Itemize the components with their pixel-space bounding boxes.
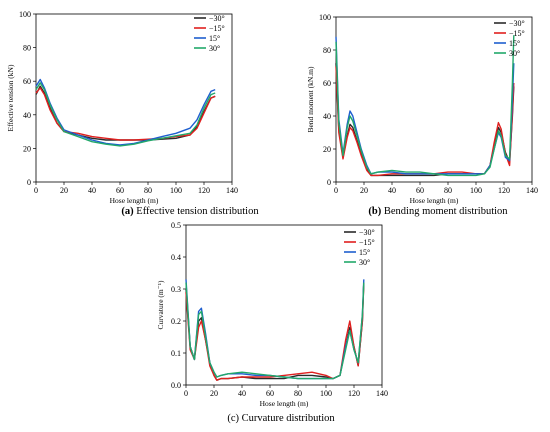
legend-label: −30° [209,14,225,23]
series-line-pos30 [335,35,515,177]
y-tick-label: 80 [323,46,331,55]
y-tick-label: 100 [319,13,331,22]
x-tick-label: 140 [526,186,538,195]
y-axis-title: Effective tension (kN) [6,64,15,131]
legend-label: 30° [509,49,520,58]
caption-text: Effective tension distribution [134,206,260,217]
x-tick-label: 60 [266,389,274,398]
x-tick-label: 20 [360,186,368,195]
y-axis-title: Bend moment (kN.m) [306,66,315,133]
plot-frame [35,13,233,183]
x-tick-label: 100 [320,389,332,398]
legend-label: −15° [359,238,375,247]
series-line-neg15 [35,87,216,141]
y-tick-label: 20 [23,144,31,153]
x-tick-label: 80 [444,186,452,195]
y-tick-label: 0 [27,178,31,187]
legend-label: 15° [209,34,220,43]
y-tick-label: 0.2 [171,317,181,326]
y-tick-label: 100 [19,10,31,19]
x-tick-label: 100 [470,186,482,195]
x-tick-label: 120 [498,186,510,195]
x-tick-label: 140 [226,186,238,195]
y-tick-label: 0.5 [171,221,181,230]
y-tick-label: 0.1 [171,349,181,358]
chart-panel-2: 0 20 40 60 80 100 120 140 0 20 40 60 80 100 Hose lengt… [306,13,538,205]
y-tick-label: 0.3 [171,285,181,294]
x-tick-label: 140 [376,389,388,398]
x-tick-label: 80 [144,186,152,195]
legend-label: 15° [509,39,520,48]
x-tick-label: 120 [348,389,360,398]
y-tick-label: 40 [23,111,31,120]
x-tick-label: 20 [210,389,218,398]
series-line-pos15 [335,36,515,175]
legend: −30°−15°15°30° [494,19,525,58]
legend-label: −30° [359,228,375,237]
y-tick-label: 0 [327,178,331,187]
y-tick-label: 40 [323,112,331,121]
y-tick-label: 0.4 [171,253,181,262]
x-axis-title: Hose length (m) [110,196,159,205]
x-tick-label: 0 [184,389,188,398]
series-line-neg15 [335,66,515,177]
y-tick-label: 60 [323,79,331,88]
x-tick-label: 0 [334,186,338,195]
y-tick-label: 20 [323,145,331,154]
panel-caption: (c) Curvature distribution [227,413,335,424]
y-tick-label: 0.0 [171,381,181,390]
caption-label: (b) [368,206,381,217]
y-axis-title: Curvature (m⁻¹) [156,280,165,329]
panel-caption: (b) Bending moment distribution [368,206,508,217]
x-axis-title: Hose length (m) [260,399,309,408]
series-line-pos30 [35,82,216,147]
y-tick-label: 60 [23,77,31,86]
series-line-neg15 [185,282,365,381]
legend-label: −30° [509,19,525,28]
legend-label: 15° [359,248,370,257]
y-tick-label: 80 [23,44,31,53]
x-tick-label: 40 [388,186,396,195]
legend-label: 30° [359,258,370,267]
series-line-neg30 [185,282,365,381]
x-tick-label: 0 [34,186,38,195]
legend-label: −15° [509,29,525,38]
series-line-pos30 [185,282,365,380]
chart-panel-1: 0 20 40 60 80 100 120 140 0 20 40 60 80 100 Hose lengt… [6,10,238,205]
plot-frame [185,224,383,386]
series-line-neg30 [335,63,515,177]
legend-label: 30° [209,44,220,53]
caption-text: (c) Curvature distribution [227,413,335,424]
series-line-neg30 [35,85,216,141]
caption-label: (a) [121,206,134,217]
legend: −30°−15°15°30° [344,228,375,267]
x-tick-label: 40 [88,186,96,195]
x-axis-title: Hose length (m) [410,196,459,205]
panel-caption: (a) Effective tension distribution [121,206,259,217]
chart-panel-3: 0 20 40 60 80 100 120 140 0.0 0.1 0.2 0.3 0.4 0.5 Hose… [156,221,388,408]
legend-label: −15° [209,24,225,33]
x-tick-label: 120 [198,186,210,195]
caption-text: Bending moment distribution [381,206,508,217]
x-tick-label: 100 [170,186,182,195]
x-tick-label: 60 [416,186,424,195]
x-tick-label: 40 [238,389,246,398]
legend: −30°−15°15°30° [194,14,225,53]
series-line-pos15 [185,279,365,380]
x-tick-label: 60 [116,186,124,195]
x-tick-label: 20 [60,186,68,195]
x-tick-label: 80 [294,389,302,398]
plot-frame [335,16,533,183]
